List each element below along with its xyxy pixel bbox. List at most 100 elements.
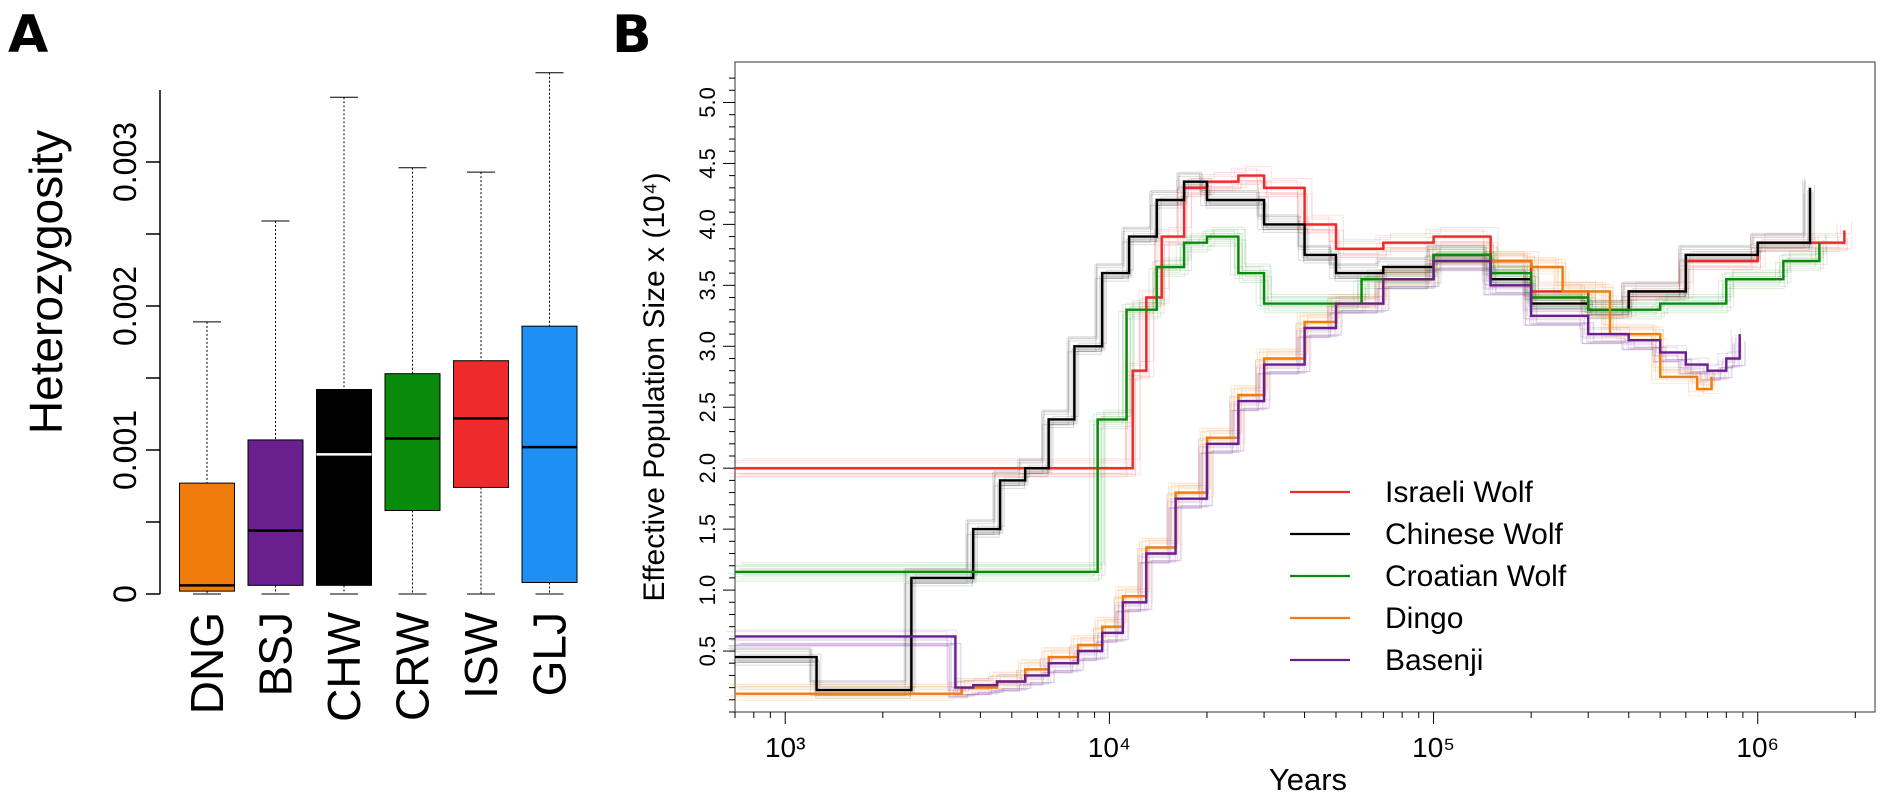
bootstrap-line (727, 237, 1813, 574)
bootstrap-line (742, 239, 1828, 576)
bootstrap-line (730, 262, 1708, 697)
bootstrap-line (727, 167, 1838, 462)
legend-label: Dingo (1385, 602, 1463, 635)
bootstrap-line (726, 263, 1704, 697)
y-tick-label: 5.0 (695, 87, 720, 118)
bootstrap-line (740, 267, 1746, 695)
box-category-label: CHW (318, 611, 370, 721)
bootstrap-line (728, 176, 1839, 470)
bootstrap-line (729, 269, 1735, 698)
x-tick-label: 10³ (765, 732, 805, 763)
bootstrap-line (727, 263, 1733, 691)
bootstrap-line (731, 169, 1842, 464)
bootstrap-line (736, 183, 1813, 693)
panel-a-heterozygosity-boxplot: A 0 0.001 0.002 0.003 DNG BSJ CHW CRW ISW GLJ He… (8, 5, 578, 722)
x-tick-label: 10⁵ (1412, 732, 1455, 763)
bootstrap-band-croatian-wolf (727, 226, 1828, 582)
legend-label: Chinese Wolf (1385, 518, 1564, 551)
bootstrap-line (734, 189, 1810, 699)
bootstrap-line (729, 175, 1805, 686)
y-tick-label: 2.5 (695, 392, 720, 423)
box-category-label: BSJ (250, 612, 302, 696)
legend-label: Israeli Wolf (1385, 476, 1533, 509)
bootstrap-line (736, 175, 1846, 469)
line-x-axis-label: Years (1269, 762, 1347, 797)
box-category-label: CRW (387, 611, 439, 721)
bootstrap-line (731, 251, 1708, 686)
bootstrap-line (737, 183, 1848, 477)
box-BSJ (247, 220, 304, 595)
bootstrap-line (738, 255, 1716, 690)
bootstrap-line (730, 173, 1807, 684)
line-x-axis: 10³ 10⁴ 10⁵ 10⁶ (734, 712, 1856, 763)
bootstrap-line (731, 241, 1816, 578)
box-y-axis: 0 0.001 0.002 0.003 (107, 90, 161, 603)
panel-b-population-size-plot: B 10³ 10⁴ 10⁵ 10⁶ 0.5 1.0 1.5 2.0 2.5 3.0 3.5 4.0 4… (612, 5, 1876, 797)
bootstrap-line (738, 256, 1716, 691)
bootstrap-band-israeli-wolf (727, 166, 1853, 478)
line-series (735, 174, 1846, 695)
bootstrap-line (729, 270, 1735, 698)
x-tick-label: 10⁶ (1736, 732, 1779, 763)
bootstrap-line (736, 261, 1714, 695)
bootstrap-line (739, 178, 1815, 688)
legend-label: Basenji (1385, 644, 1483, 677)
bootstrap-line (737, 268, 1743, 697)
box-category-label: GLJ (524, 612, 576, 696)
bootstrap-line (735, 184, 1812, 694)
box-GLJ (521, 72, 578, 595)
y-tick-label: 3.0 (695, 331, 720, 362)
y-tick-label: 0.5 (695, 636, 720, 667)
line-y-axis-label: Effective Population Size x (10⁴) (638, 172, 671, 601)
bootstrap-line (731, 230, 1816, 568)
box-y-tick-label: 0 (107, 585, 143, 603)
bootstrap-band-chinese-wolf (727, 171, 1815, 699)
bootstrap-line (728, 254, 1706, 689)
y-tick-label: 1.0 (695, 575, 720, 606)
box-y-tick-label: 0.002 (107, 266, 143, 346)
y-tick-label: 4.5 (695, 148, 720, 179)
bootstrap-line (728, 186, 1805, 696)
box-category-labels: DNG BSJ CHW CRW ISW GLJ (181, 611, 576, 721)
legend: Israeli Wolf Chinese Wolf Croatian Wolf Din… (1290, 476, 1567, 677)
series-line-croatian-wolf (735, 235, 1821, 573)
box-DNG (179, 321, 235, 595)
line-y-axis: 0.5 1.0 1.5 2.0 2.5 3.0 3.5 4.0 4.5 5.0 (695, 77, 735, 713)
bootstrap-bands (726, 166, 1853, 701)
bootstrap-line (729, 171, 1805, 682)
box-series (179, 72, 578, 595)
series-line-basenji (735, 259, 1741, 689)
bootstrap-line (727, 269, 1733, 698)
bootstrap-line (740, 226, 1826, 564)
x-tick-label: 10⁴ (1088, 732, 1131, 763)
box-y-tick-label: 0.003 (107, 122, 143, 202)
bootstrap-line (734, 186, 1811, 696)
bootstrap-line (736, 176, 1847, 471)
box-y-tick-label: 0.001 (107, 410, 143, 490)
panel-b-letter: B (612, 5, 652, 65)
bootstrap-line (734, 236, 1819, 573)
bootstrap-line (739, 233, 1825, 570)
bootstrap-line (739, 267, 1746, 696)
bootstrap-line (742, 229, 1827, 566)
bootstrap-line (730, 254, 1708, 688)
bootstrap-line (741, 265, 1719, 699)
bootstrap-line (734, 173, 1845, 468)
bootstrap-line (733, 180, 1810, 690)
bootstrap-line (737, 253, 1715, 687)
y-tick-label: 1.5 (695, 514, 720, 545)
bootstrap-line (742, 181, 1853, 475)
y-tick-label: 4.0 (695, 209, 720, 240)
bootstrap-line (738, 233, 1823, 570)
box-CRW (384, 167, 441, 595)
bootstrap-line (726, 255, 1732, 684)
box-body (316, 389, 372, 586)
bootstrap-line (733, 268, 1739, 696)
bootstrap-line (732, 184, 1808, 694)
box-CHW (316, 96, 372, 595)
bootstrap-line (731, 260, 1737, 689)
bootstrap-line (732, 238, 1817, 576)
bootstrap-line (727, 172, 1804, 683)
box-category-label: DNG (181, 612, 233, 714)
bootstrap-line (737, 181, 1848, 476)
